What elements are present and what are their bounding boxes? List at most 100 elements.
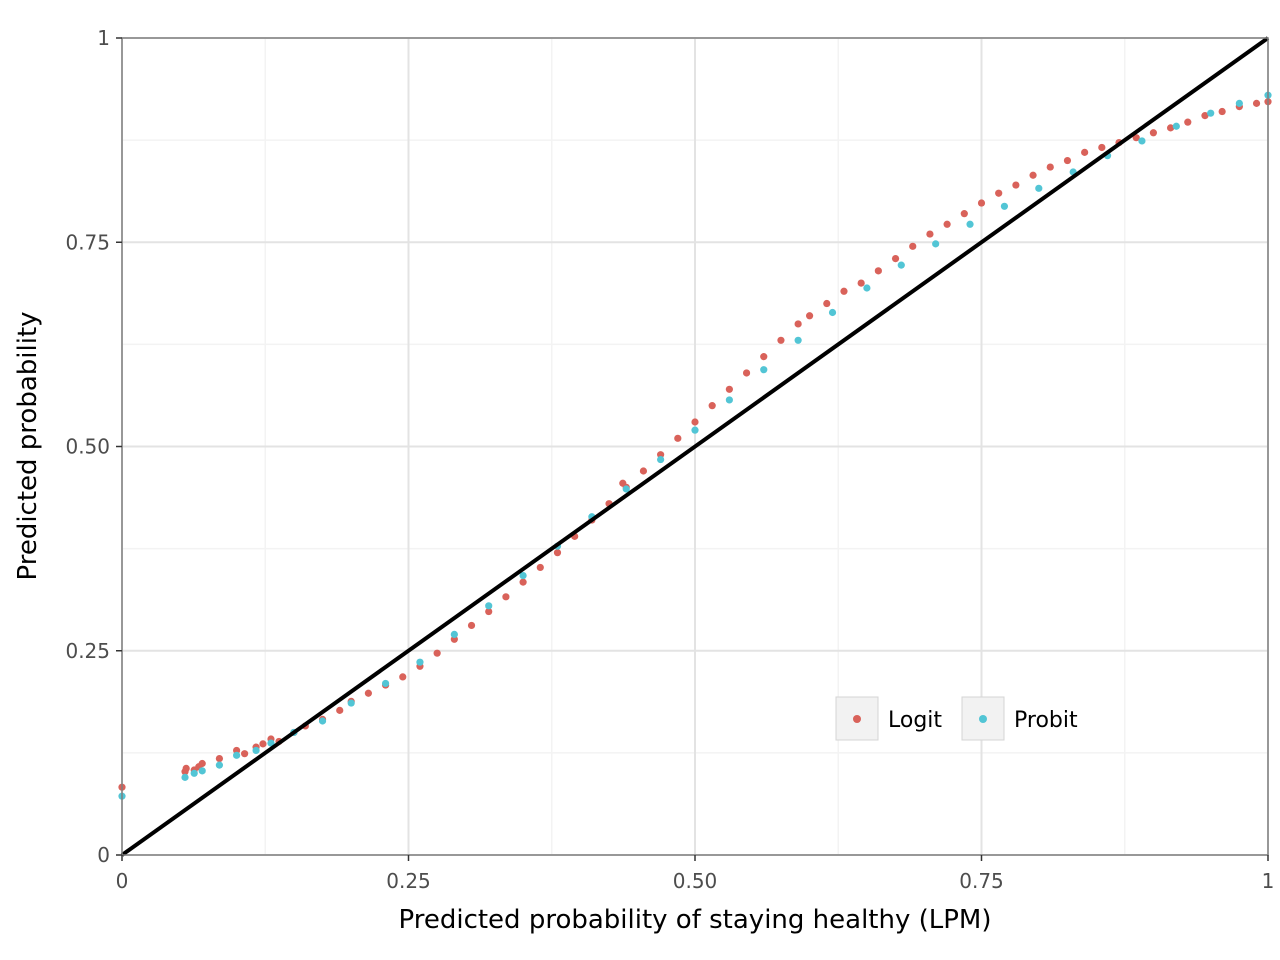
data-point-probit: [622, 485, 630, 493]
legend-label-probit: Probit: [1014, 708, 1078, 733]
data-point-probit: [828, 308, 837, 317]
data-point-logit: [1149, 129, 1157, 137]
data-point-logit: [1063, 156, 1072, 165]
data-points: [118, 91, 1272, 800]
data-point-logit: [995, 189, 1003, 197]
x-tick-label: 0.75: [959, 869, 1004, 893]
data-point-logit: [926, 230, 934, 238]
data-point-logit: [182, 764, 190, 772]
data-point-logit: [960, 210, 968, 218]
data-point-probit: [760, 366, 768, 374]
y-axis-title: Predicted probability: [13, 311, 43, 580]
y-axis: 0 0.25 0.50 0.75 1: [65, 26, 122, 867]
data-point-logit: [1201, 112, 1209, 120]
data-point-logit: [553, 549, 562, 557]
data-point-probit: [347, 699, 355, 707]
data-point-probit: [181, 773, 189, 781]
data-point-logit: [364, 689, 372, 697]
data-point-probit: [1235, 99, 1243, 107]
data-point-logit: [536, 563, 544, 572]
reference-line-identity: [120, 36, 1270, 857]
x-tick-label: 0.25: [386, 869, 431, 893]
data-point-logit: [691, 418, 699, 426]
legend: Logit Probit: [835, 696, 1078, 741]
data-point-logit: [215, 754, 224, 763]
data-point-probit: [198, 767, 206, 775]
data-point-probit: [966, 220, 974, 228]
legend-swatch-logit: [853, 715, 861, 723]
y-tick-label: 0: [97, 843, 110, 867]
x-axis: 0 0.25 0.50 0.75 1: [116, 855, 1275, 893]
data-point-probit: [863, 284, 871, 292]
data-point-logit: [977, 199, 986, 207]
y-tick-label: 0.25: [65, 639, 110, 663]
data-point-probit: [1035, 184, 1043, 192]
data-point-logit: [1098, 143, 1106, 152]
data-point-probit: [450, 630, 458, 639]
data-point-probit: [381, 679, 390, 688]
data-point-logit: [1012, 181, 1020, 189]
data-point-logit: [794, 320, 802, 328]
data-point-logit: [760, 353, 768, 361]
data-point-logit: [1166, 124, 1175, 132]
data-point-probit: [215, 761, 224, 769]
data-point-logit: [241, 750, 249, 758]
data-point-logit: [1252, 99, 1261, 107]
x-tick-label: 0.50: [673, 869, 718, 893]
data-point-probit: [267, 739, 275, 747]
data-point-probit: [1138, 137, 1146, 145]
data-point-logit: [1081, 148, 1089, 156]
y-tick-label: 0.75: [65, 230, 110, 254]
x-tick-label: 0: [116, 869, 129, 893]
data-point-probit: [794, 336, 802, 344]
x-axis-title: Predicted probability of staying healthy…: [399, 905, 992, 935]
data-point-logit: [639, 467, 648, 475]
data-point-logit: [433, 649, 441, 657]
data-point-probit: [485, 602, 493, 610]
data-point-probit: [318, 717, 327, 725]
data-point-probit: [897, 261, 905, 269]
data-point-logit: [467, 621, 476, 630]
data-point-logit: [840, 287, 848, 295]
data-point-logit: [943, 220, 951, 228]
data-point-logit: [891, 254, 900, 263]
data-point-logit: [777, 336, 785, 344]
data-point-logit: [519, 578, 527, 586]
data-point-probit: [1172, 122, 1180, 130]
data-point-logit: [725, 385, 733, 393]
data-point-logit: [1184, 118, 1192, 126]
y-tick-label: 0.50: [65, 435, 110, 459]
x-tick-label: 1: [1262, 869, 1275, 893]
data-point-logit: [1218, 107, 1226, 116]
data-point-logit: [674, 434, 682, 442]
data-point-logit: [1046, 163, 1054, 171]
data-point-logit: [336, 706, 344, 714]
legend-swatch-probit: [979, 715, 987, 723]
data-point-logit: [909, 242, 917, 250]
data-point-probit: [691, 426, 699, 434]
data-point-probit: [1000, 202, 1009, 210]
data-point-logit: [742, 369, 751, 377]
data-point-probit: [252, 746, 260, 755]
data-point-logit: [708, 402, 716, 410]
data-point-logit: [485, 607, 493, 616]
data-point-probit: [416, 658, 424, 666]
data-point-logit: [259, 740, 267, 748]
data-point-logit: [399, 673, 407, 681]
data-point-logit: [823, 299, 831, 308]
data-point-probit: [519, 571, 527, 580]
data-point-logit: [1029, 171, 1037, 179]
data-point-probit: [1207, 109, 1215, 117]
data-point-probit: [190, 769, 198, 777]
data-point-probit: [725, 396, 733, 404]
legend-label-logit: Logit: [888, 708, 942, 733]
data-point-logit: [806, 312, 814, 320]
data-point-logit: [1132, 134, 1140, 142]
data-point-probit: [233, 751, 241, 759]
y-tick-label: 1: [97, 26, 110, 50]
data-point-logit: [198, 759, 206, 768]
data-point-logit: [502, 593, 510, 601]
data-point-probit: [932, 240, 940, 248]
data-point-probit: [657, 455, 665, 464]
